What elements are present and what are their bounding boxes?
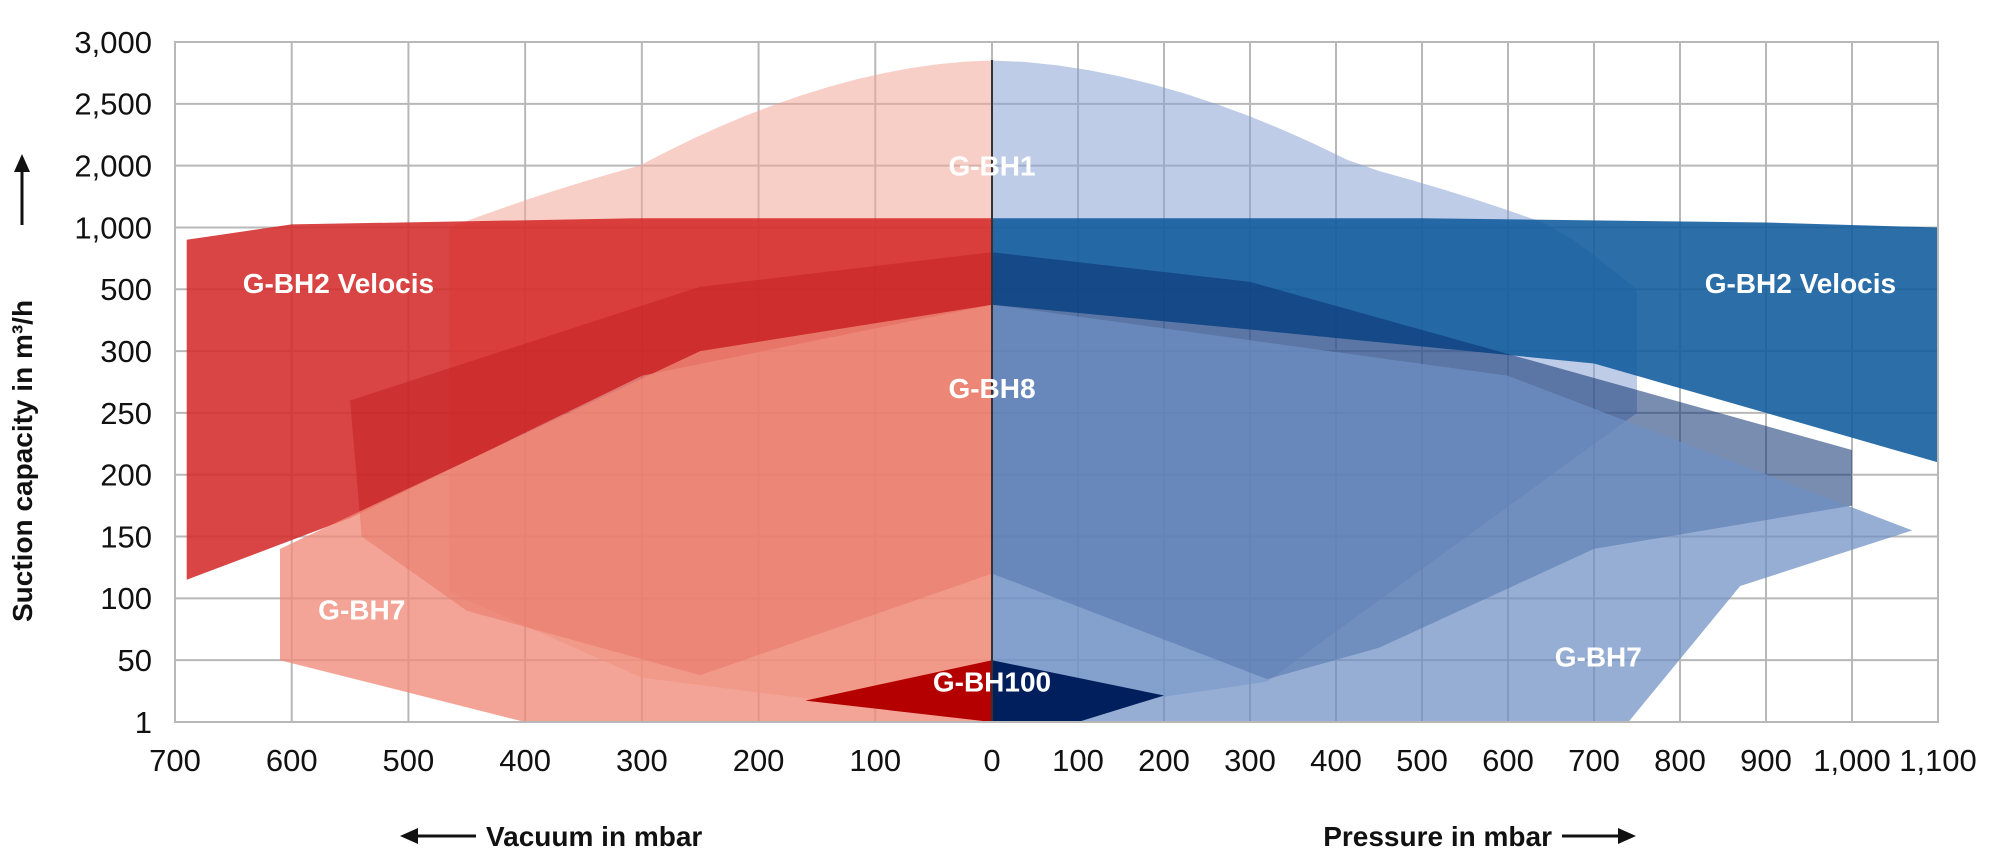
bh7-pressure-area [992, 304, 1913, 722]
area-layer [186, 60, 1938, 722]
y-tick-label: 250 [100, 396, 152, 431]
y-axis-arrow-icon [14, 154, 30, 225]
x-axis-vacuum-title: Vacuum in mbar [486, 821, 702, 852]
x-tick-label: 700 [149, 743, 201, 778]
x-tick-label: 1,000 [1813, 743, 1891, 778]
bh7-vacuum-area [280, 304, 992, 722]
x-tick-label: 100 [1052, 743, 1104, 778]
y-tick-label: 50 [118, 643, 152, 678]
x-tick-label: 400 [499, 743, 551, 778]
x-tick-label: 0 [983, 743, 1000, 778]
series-label: G-BH100 [933, 666, 1051, 697]
y-tick-label: 200 [100, 458, 152, 493]
x-tick-label: 700 [1568, 743, 1620, 778]
x-axis-pressure-title-group: Pressure in mbar [1323, 821, 1636, 852]
plot-frame [174, 41, 1939, 723]
right-arrow-icon [1562, 828, 1636, 844]
x-tick-label: 1,100 [1899, 743, 1977, 778]
y-arrow-head [14, 154, 30, 172]
y-tick-label: 2,000 [74, 148, 152, 183]
x-tick-label: 400 [1310, 743, 1362, 778]
tick-layer: 1501001502002503005001,0002,0002,5003,00… [74, 25, 1976, 778]
x-tick-label: 200 [1138, 743, 1190, 778]
x-tick-label: 500 [383, 743, 435, 778]
x-tick-label: 900 [1740, 743, 1792, 778]
y-tick-label: 300 [100, 334, 152, 369]
label-layer: G-BH1 G-BH2 Velocis G-BH2 Velocis G-BH8 G-BH… [243, 150, 1896, 697]
series-label: G-BH8 [948, 373, 1035, 404]
y-tick-label: 3,000 [74, 25, 152, 60]
y-tick-label: 1 [135, 705, 152, 740]
x-axis-pressure-title: Pressure in mbar [1323, 821, 1552, 852]
x-tick-label: 100 [849, 743, 901, 778]
bh2-pressure-area [992, 218, 1938, 463]
x-tick-label: 500 [1396, 743, 1448, 778]
y-tick-label: 100 [100, 581, 152, 616]
series-label: G-BH7 [318, 594, 405, 625]
x-tick-label: 300 [616, 743, 668, 778]
series-label: G-BH2 Velocis [243, 268, 434, 299]
bh100-pressure-area [992, 660, 1164, 722]
y-tick-label: 2,500 [74, 87, 152, 122]
x-tick-label: 800 [1654, 743, 1706, 778]
y-tick-label: 150 [100, 519, 152, 554]
y-tick-label: 1,000 [74, 210, 152, 245]
series-label: G-BH1 [948, 150, 1035, 181]
x-axis-vacuum-title-group: Vacuum in mbar [400, 821, 702, 852]
y-axis-title: Suction capacity in m³/h [7, 300, 38, 622]
bh100-vacuum-area [805, 660, 992, 722]
x-tick-label: 200 [733, 743, 785, 778]
series-label: G-BH7 [1555, 641, 1642, 672]
series-label: G-BH2 Velocis [1705, 268, 1896, 299]
y-axis-title-group: Suction capacity in m³/h [7, 154, 38, 622]
x-tick-label: 600 [1482, 743, 1534, 778]
x-tick-label: 600 [266, 743, 318, 778]
frame-layer [174, 41, 1939, 723]
y-tick-label: 500 [100, 272, 152, 307]
left-arrow-icon [400, 828, 476, 844]
x-tick-label: 300 [1224, 743, 1276, 778]
